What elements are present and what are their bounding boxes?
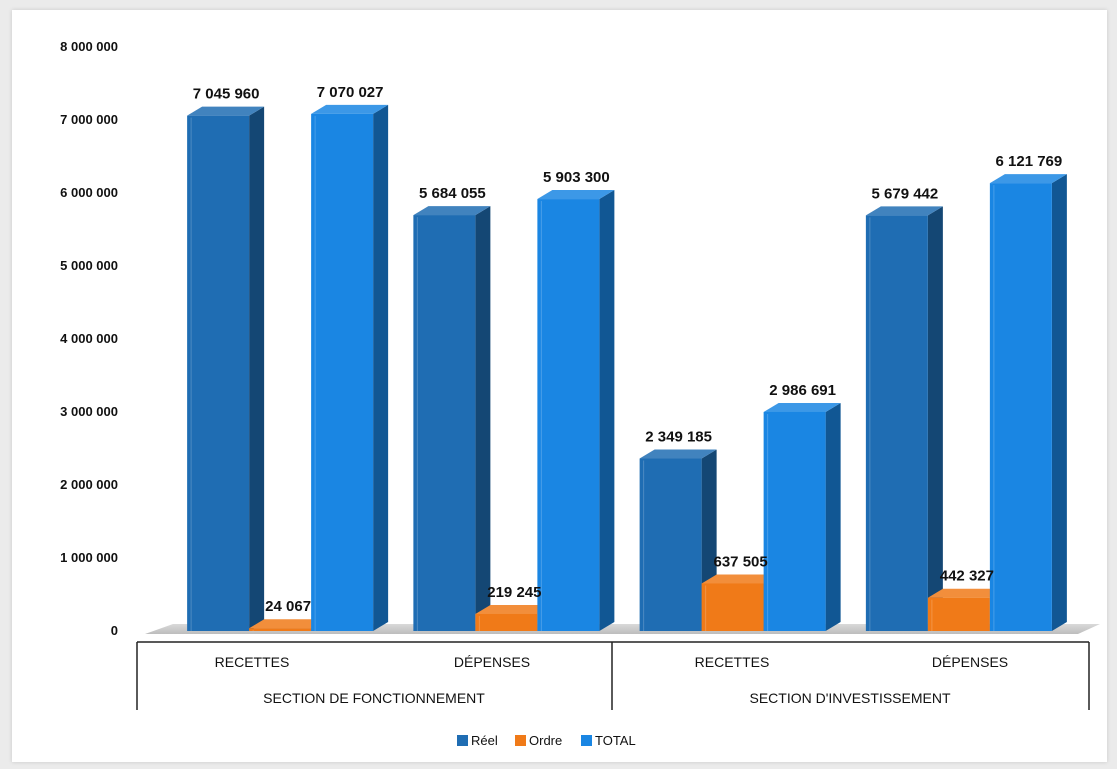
- data-label: 219 245: [487, 584, 541, 601]
- bar-front: [701, 583, 764, 631]
- data-label: 6 121 769: [996, 153, 1063, 170]
- bar-total-1: [537, 190, 615, 632]
- legend-swatch: [515, 735, 526, 746]
- bar-top: [311, 104, 389, 114]
- bar-front: [639, 458, 702, 631]
- category-label: RECETTES: [695, 654, 770, 670]
- bar-top: [187, 106, 265, 116]
- legend-label: Réel: [471, 733, 498, 748]
- chart-floor: [145, 624, 1100, 634]
- data-label: 442 327: [940, 568, 994, 585]
- bar-side: [1051, 174, 1067, 631]
- y-tick-label: 2 000 000: [60, 477, 118, 492]
- y-tick-label: 5 000 000: [60, 258, 118, 273]
- bar-top: [413, 206, 491, 216]
- bar-side: [249, 106, 265, 632]
- bar-front: [865, 215, 928, 631]
- chart-frame: 0 1 000 000 2 000 000 3 000 000 4 000 000 5 0…: [12, 10, 1107, 762]
- bar-front: [537, 199, 600, 632]
- data-label: 637 505: [714, 553, 768, 570]
- bar-front: [413, 215, 476, 632]
- bar-front: [927, 597, 990, 631]
- data-label: 5 684 055: [419, 185, 486, 202]
- y-tick-label: 6 000 000: [60, 185, 118, 200]
- legend-swatch: [457, 735, 468, 746]
- category-label: DÉPENSES: [932, 654, 1008, 670]
- bar-side: [825, 402, 841, 631]
- data-label: 7 070 027: [317, 84, 384, 101]
- bar-top: [475, 604, 553, 614]
- y-tick-label: 1 000 000: [60, 550, 118, 565]
- bar-side: [927, 206, 943, 631]
- bar-total-0: [311, 104, 389, 631]
- bar-réel-1: [413, 206, 491, 632]
- legend-swatch: [581, 735, 592, 746]
- bar-top: [763, 402, 841, 412]
- y-tick-label: 3 000 000: [60, 404, 118, 419]
- data-label: 7 045 960: [193, 86, 260, 103]
- legend-label: Ordre: [529, 733, 562, 748]
- bar-front: [249, 628, 312, 631]
- y-tick-label: 8 000 000: [60, 39, 118, 54]
- bar-side: [373, 104, 389, 631]
- category-label: RECETTES: [215, 654, 290, 670]
- bar-front: [763, 411, 826, 631]
- data-label: 5 679 442: [872, 185, 939, 202]
- bar-front: [989, 183, 1052, 631]
- bar-top: [989, 174, 1067, 184]
- category-label: DÉPENSES: [454, 654, 530, 670]
- data-label: 24 067: [265, 598, 311, 615]
- bar-front: [187, 115, 250, 632]
- bar-top: [249, 619, 327, 629]
- y-tick-label: 4 000 000: [60, 331, 118, 346]
- y-tick-label: 0: [111, 623, 118, 638]
- bar-side: [475, 206, 491, 632]
- bar-front: [475, 613, 538, 631]
- bar-side: [599, 190, 615, 632]
- bar-chart: 0 1 000 000 2 000 000 3 000 000 4 000 000 5 0…: [60, 39, 1100, 748]
- bar-réel-0: [187, 106, 265, 632]
- bar-front: [311, 113, 374, 631]
- y-tick-label: 7 000 000: [60, 112, 118, 127]
- bar-top: [865, 206, 943, 216]
- legend-label: TOTAL: [595, 733, 636, 748]
- data-label: 2 986 691: [769, 382, 836, 399]
- bar-total-2: [763, 402, 841, 631]
- bar-réel-3: [865, 206, 943, 631]
- data-label: 2 349 185: [645, 429, 712, 446]
- group-label: SECTION D'INVESTISSEMENT: [749, 690, 950, 706]
- bar-top: [639, 449, 717, 459]
- bar-top: [537, 190, 615, 200]
- bar-top: [701, 574, 779, 584]
- group-label: SECTION DE FONCTIONNEMENT: [263, 690, 485, 706]
- bar-total-3: [989, 174, 1067, 631]
- bar-top: [927, 588, 1005, 598]
- data-label: 5 903 300: [543, 169, 610, 186]
